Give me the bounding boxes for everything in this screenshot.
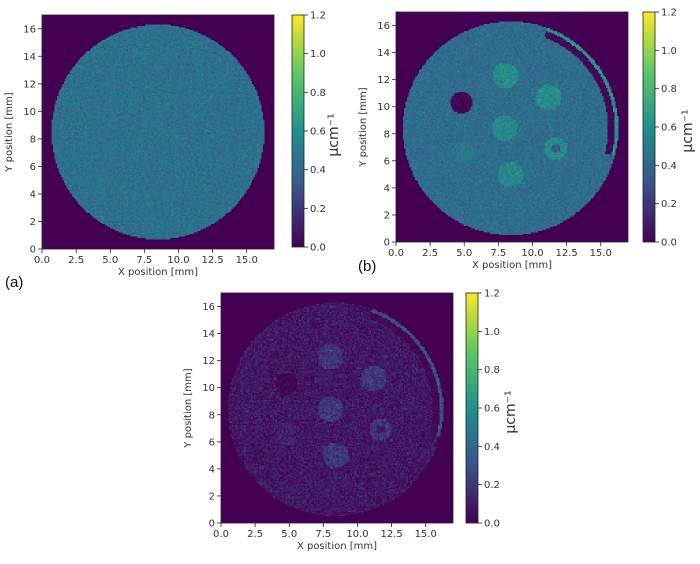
colorbar-tick-label: 0.8 [661, 84, 677, 95]
x-tick-label: 7.5 [136, 255, 152, 266]
y-tick-label: 12 [23, 79, 36, 90]
x-tick-label: 2.5 [422, 248, 438, 259]
y-tick-label: 8 [209, 410, 215, 421]
x-tick-label: 15.0 [590, 248, 612, 259]
heatmap-image [396, 12, 628, 242]
colorbar-tick-label: 0.4 [484, 442, 500, 453]
y-tick-label: 2 [384, 210, 390, 221]
x-tick-label: 10.0 [346, 529, 368, 540]
y-tick-label: 14 [377, 48, 390, 59]
colorbar: 0.0 0.2 0.4 0.6 0.8 1.0 1.2 µcm⁻¹ [642, 8, 696, 249]
colorbar: 0.0 0.2 0.4 0.6 0.8 1.0 1.2 µcm⁻¹ [465, 289, 519, 530]
colorbar-tick-label: 1.0 [310, 49, 326, 60]
colorbar-label: µcm⁻¹ [326, 113, 342, 156]
plot-frame [41, 14, 275, 250]
x-tick-label: 7.5 [315, 529, 331, 540]
y-tick-label: 6 [30, 162, 36, 173]
x-tick-label: 2.5 [68, 255, 84, 266]
heatmap-panel-c: 0.0 2.5 5.0 7.5 10.0 12.5 15.0 0 2 4 6 8 10 12 14 16 X p… [183, 289, 519, 553]
y-tick-label: 10 [23, 107, 36, 118]
colorbar: 0.0 0.2 0.4 0.6 0.8 1.0 1.2 µcm⁻¹ [291, 11, 342, 254]
colorbar-tick-label: 1.2 [484, 289, 500, 300]
x-tick-label: 0.0 [388, 248, 404, 259]
colorbar-tick-label: 1.2 [661, 8, 677, 19]
y-tick-label: 16 [202, 302, 215, 313]
colorbar-gradient [465, 292, 479, 524]
colorbar-tick-label: 0.6 [661, 123, 677, 134]
colorbar-tick-label: 0.2 [661, 199, 677, 210]
colorbar-tick-label: 0.2 [310, 204, 326, 215]
y-tick-label: 4 [30, 189, 36, 200]
y-tick-label: 0 [384, 238, 390, 249]
colorbar-label: µcm⁻¹ [680, 109, 696, 152]
colorbar-tick-label: 0.8 [310, 88, 326, 99]
x-tick-label: 5.0 [102, 255, 118, 266]
x-tick-label: 7.5 [490, 248, 506, 259]
x-tick-label: 12.5 [555, 248, 577, 259]
y-tick-label: 2 [209, 491, 215, 502]
colorbar-tick-label: 1.2 [310, 11, 326, 22]
x-tick-label: 15.0 [236, 255, 258, 266]
colorbar-tick-label: 0.8 [484, 365, 500, 376]
y-tick-label: 6 [209, 437, 215, 448]
panel-label-b: (b) [358, 258, 377, 275]
y-tick-label: 14 [202, 329, 215, 340]
x-tick-label: 15.0 [415, 529, 437, 540]
heatmap-image [221, 293, 453, 523]
colorbar-tick-label: 0.4 [310, 165, 326, 176]
x-tick-label: 10.0 [167, 255, 189, 266]
y-tick-label: 8 [384, 129, 390, 140]
plot-frame [395, 11, 629, 243]
colorbar-gradient [642, 11, 656, 243]
y-tick-label: 4 [209, 464, 215, 475]
y-tick-label: 0 [209, 519, 215, 530]
y-axis-label: Y position [mm] [183, 368, 194, 448]
heatmap-image [42, 15, 274, 249]
colorbar-gradient [291, 14, 305, 248]
colorbar-label: µcm⁻¹ [503, 390, 519, 433]
x-tick-label: 12.5 [380, 529, 402, 540]
y-tick-label: 12 [377, 75, 390, 86]
x-axis-label: X position [mm] [297, 541, 377, 552]
plot-frame [220, 292, 454, 524]
y-tick-label: 16 [377, 21, 390, 32]
colorbar-tick-label: 1.0 [661, 46, 677, 57]
x-tick-label: 0.0 [213, 529, 229, 540]
colorbar-tick-label: 0.6 [484, 404, 500, 415]
x-tick-label: 5.0 [456, 248, 472, 259]
x-tick-label: 12.5 [201, 255, 223, 266]
heatmap-panel-a: 0.0 2.5 5.0 7.5 10.0 12.5 15.0 0 2 4 6 8 10 12 14 16 X p… [4, 11, 342, 279]
x-axis-label: X position [mm] [472, 260, 552, 271]
y-tick-label: 12 [202, 356, 215, 367]
colorbar-tick-label: 0.0 [484, 519, 500, 530]
y-tick-label: 8 [30, 134, 36, 145]
y-tick-label: 16 [23, 24, 36, 35]
y-tick-label: 6 [384, 156, 390, 167]
y-tick-label: 0 [30, 245, 36, 256]
colorbar-tick-label: 0.4 [661, 161, 677, 172]
y-tick-label: 10 [202, 383, 215, 394]
panel-label-a: (a) [5, 274, 24, 291]
x-tick-label: 10.0 [521, 248, 543, 259]
colorbar-tick-label: 0.0 [310, 243, 326, 254]
x-tick-label: 0.0 [34, 255, 50, 266]
y-axis-label: Y position [mm] [4, 92, 15, 172]
y-tick-label: 2 [30, 217, 36, 228]
x-axis-label: X position [mm] [118, 267, 198, 278]
x-tick-label: 2.5 [247, 529, 263, 540]
colorbar-tick-label: 0.0 [661, 238, 677, 249]
colorbar-tick-label: 0.2 [484, 480, 500, 491]
y-axis-label: Y position [mm] [358, 87, 369, 167]
colorbar-tick-label: 0.6 [310, 127, 326, 138]
y-tick-label: 4 [384, 183, 390, 194]
y-tick-label: 14 [23, 52, 36, 63]
colorbar-tick-label: 1.0 [484, 327, 500, 338]
y-tick-label: 10 [377, 102, 390, 113]
x-tick-label: 5.0 [281, 529, 297, 540]
heatmap-panel-b: 0.0 2.5 5.0 7.5 10.0 12.5 15.0 0 2 4 6 8 10 12 14 16 X p… [358, 8, 696, 272]
